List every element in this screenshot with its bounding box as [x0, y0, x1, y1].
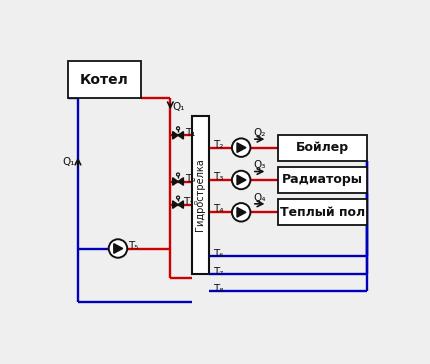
Text: Q₁: Q₁ — [62, 157, 75, 167]
Polygon shape — [172, 178, 178, 185]
Text: Q₃: Q₃ — [253, 160, 266, 170]
Circle shape — [109, 239, 127, 258]
Polygon shape — [178, 201, 184, 208]
Bar — [278, 199, 367, 225]
Polygon shape — [237, 143, 246, 153]
Polygon shape — [172, 131, 178, 139]
Polygon shape — [114, 244, 123, 253]
Text: T₆: T₆ — [213, 249, 223, 259]
Bar — [278, 167, 367, 193]
Text: T₂: T₂ — [213, 139, 223, 150]
Bar — [192, 116, 209, 274]
Bar — [68, 62, 141, 98]
Text: Теплый пол: Теплый пол — [280, 206, 365, 219]
Text: T₄: T₄ — [213, 204, 223, 214]
Circle shape — [177, 127, 180, 130]
Circle shape — [232, 138, 250, 157]
Text: T₈: T₈ — [213, 284, 223, 293]
Polygon shape — [237, 175, 246, 185]
Text: T₇: T₇ — [213, 266, 223, 277]
Polygon shape — [237, 207, 246, 217]
Text: T₃: T₃ — [213, 172, 223, 182]
Circle shape — [177, 196, 180, 199]
Polygon shape — [178, 178, 184, 185]
Bar — [278, 135, 367, 161]
Text: T₁₀: T₁₀ — [183, 197, 198, 207]
Text: Q₄: Q₄ — [253, 193, 266, 203]
Circle shape — [232, 171, 250, 189]
Polygon shape — [172, 201, 178, 208]
Text: T₁: T₁ — [185, 128, 196, 138]
Text: Бойлер: Бойлер — [296, 141, 349, 154]
Circle shape — [177, 173, 180, 176]
Circle shape — [232, 203, 250, 222]
Text: Q₁: Q₁ — [172, 102, 185, 112]
Text: Q₂: Q₂ — [253, 128, 266, 138]
Text: T₅: T₅ — [128, 241, 138, 251]
Text: T₉: T₉ — [185, 174, 196, 184]
Text: Котел: Котел — [80, 73, 129, 87]
Polygon shape — [178, 131, 184, 139]
Text: Гидрострелка: Гидрострелка — [195, 159, 206, 232]
Text: Радиаторы: Радиаторы — [282, 174, 363, 186]
